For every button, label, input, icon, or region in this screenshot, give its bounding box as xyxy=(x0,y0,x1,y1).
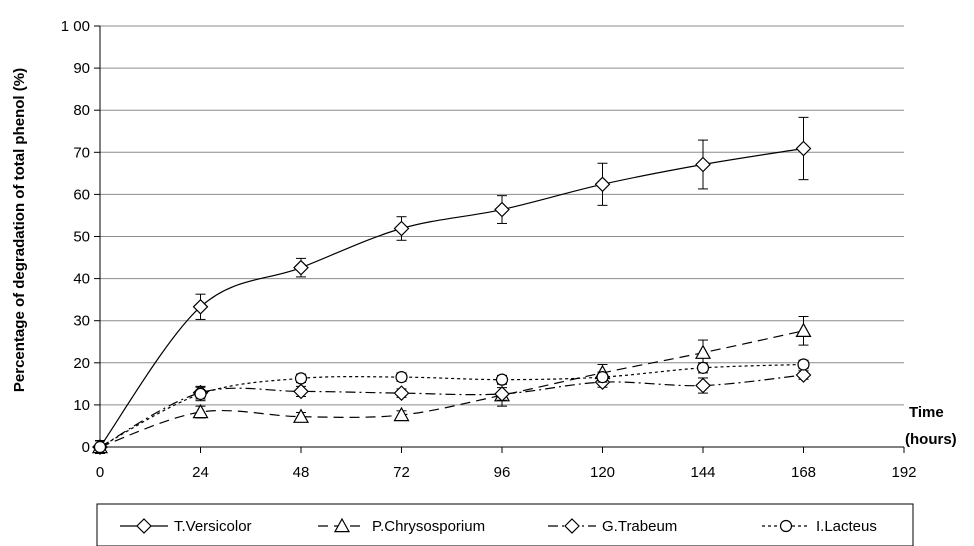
plot-area xyxy=(91,116,812,455)
series-line xyxy=(99,374,804,448)
y-tick-label: 40 xyxy=(73,271,90,288)
gridlines xyxy=(100,25,904,406)
data-point xyxy=(292,408,310,423)
x-tick-label: 168 xyxy=(791,464,816,481)
y-tick-label: 30 xyxy=(73,313,90,330)
x-tick-label: 120 xyxy=(590,464,615,481)
data-point xyxy=(293,259,309,276)
data-point xyxy=(293,383,309,400)
data-point xyxy=(192,298,209,315)
data-point xyxy=(393,220,410,237)
data-point xyxy=(594,176,611,193)
data-point xyxy=(294,372,308,385)
series-line xyxy=(99,363,804,448)
data-point xyxy=(797,358,810,371)
data-point xyxy=(395,371,408,384)
legend-item: T.Versicolor xyxy=(120,518,252,535)
y-tick-label: 20 xyxy=(73,355,90,372)
data-point xyxy=(795,140,812,157)
series-line xyxy=(99,330,804,448)
series-i-lacteus xyxy=(93,358,810,454)
data-point xyxy=(393,385,410,401)
data-point xyxy=(494,201,510,218)
y-tick-label: 1 00 xyxy=(61,18,90,35)
axes: 0 10 20 30 40 50 60 70 80 90 1 00 0 24 48 72 96 120 144 16… xyxy=(61,18,917,481)
legend-label: T.Versicolor xyxy=(174,518,252,535)
x-axis-title-line-1: Time xyxy=(909,404,944,421)
data-point xyxy=(494,386,510,402)
data-point xyxy=(696,361,710,374)
y-tick-label: 0 xyxy=(82,439,90,456)
y-tick-label: 80 xyxy=(73,102,90,119)
legend-marker xyxy=(779,519,793,533)
legend-label: P.Chrysosporium xyxy=(372,518,485,535)
series-line xyxy=(99,147,804,448)
legend-marker xyxy=(136,518,152,534)
series-t-versicolor xyxy=(92,116,812,455)
legend-label: G.Trabeum xyxy=(602,518,677,535)
y-tick-label: 50 xyxy=(73,229,90,246)
legend-marker xyxy=(333,517,351,533)
legend-item: P.Chrysosporium xyxy=(318,517,485,535)
legend-item: G.Trabeum xyxy=(548,518,677,535)
legend: T.Versicolor P.Chrysosporium G.Trabeum I.La… xyxy=(96,503,914,546)
y-tick-label: 10 xyxy=(73,397,90,414)
legend-marker xyxy=(564,518,580,534)
data-point xyxy=(192,403,209,419)
data-point xyxy=(695,156,711,173)
x-tick-label: 48 xyxy=(293,464,310,481)
x-tick-label: 72 xyxy=(393,464,410,481)
y-tick-label: 70 xyxy=(73,144,90,161)
data-point xyxy=(194,387,207,401)
legend-item: I.Lacteus xyxy=(762,518,877,535)
data-point xyxy=(795,322,812,338)
y-tick-label: 90 xyxy=(73,60,90,77)
legend-label: I.Lacteus xyxy=(816,518,877,535)
x-tick-label: 192 xyxy=(891,464,916,481)
x-tick-label: 96 xyxy=(494,464,511,481)
data-point xyxy=(695,377,711,394)
x-tick-label: 0 xyxy=(96,464,104,481)
data-point xyxy=(495,373,509,386)
data-point xyxy=(393,406,410,422)
data-point xyxy=(694,344,712,359)
data-point xyxy=(795,367,812,383)
y-tick-label: 60 xyxy=(73,186,90,203)
data-point xyxy=(93,440,107,454)
data-point xyxy=(596,371,609,384)
legend-box xyxy=(96,503,914,546)
x-tick-label: 144 xyxy=(690,464,715,481)
x-tick-label: 24 xyxy=(192,464,209,481)
x-axis-title-line-2: (hours) xyxy=(905,431,957,448)
y-axis-title: Percentage of degradation of total pheno… xyxy=(11,68,28,392)
